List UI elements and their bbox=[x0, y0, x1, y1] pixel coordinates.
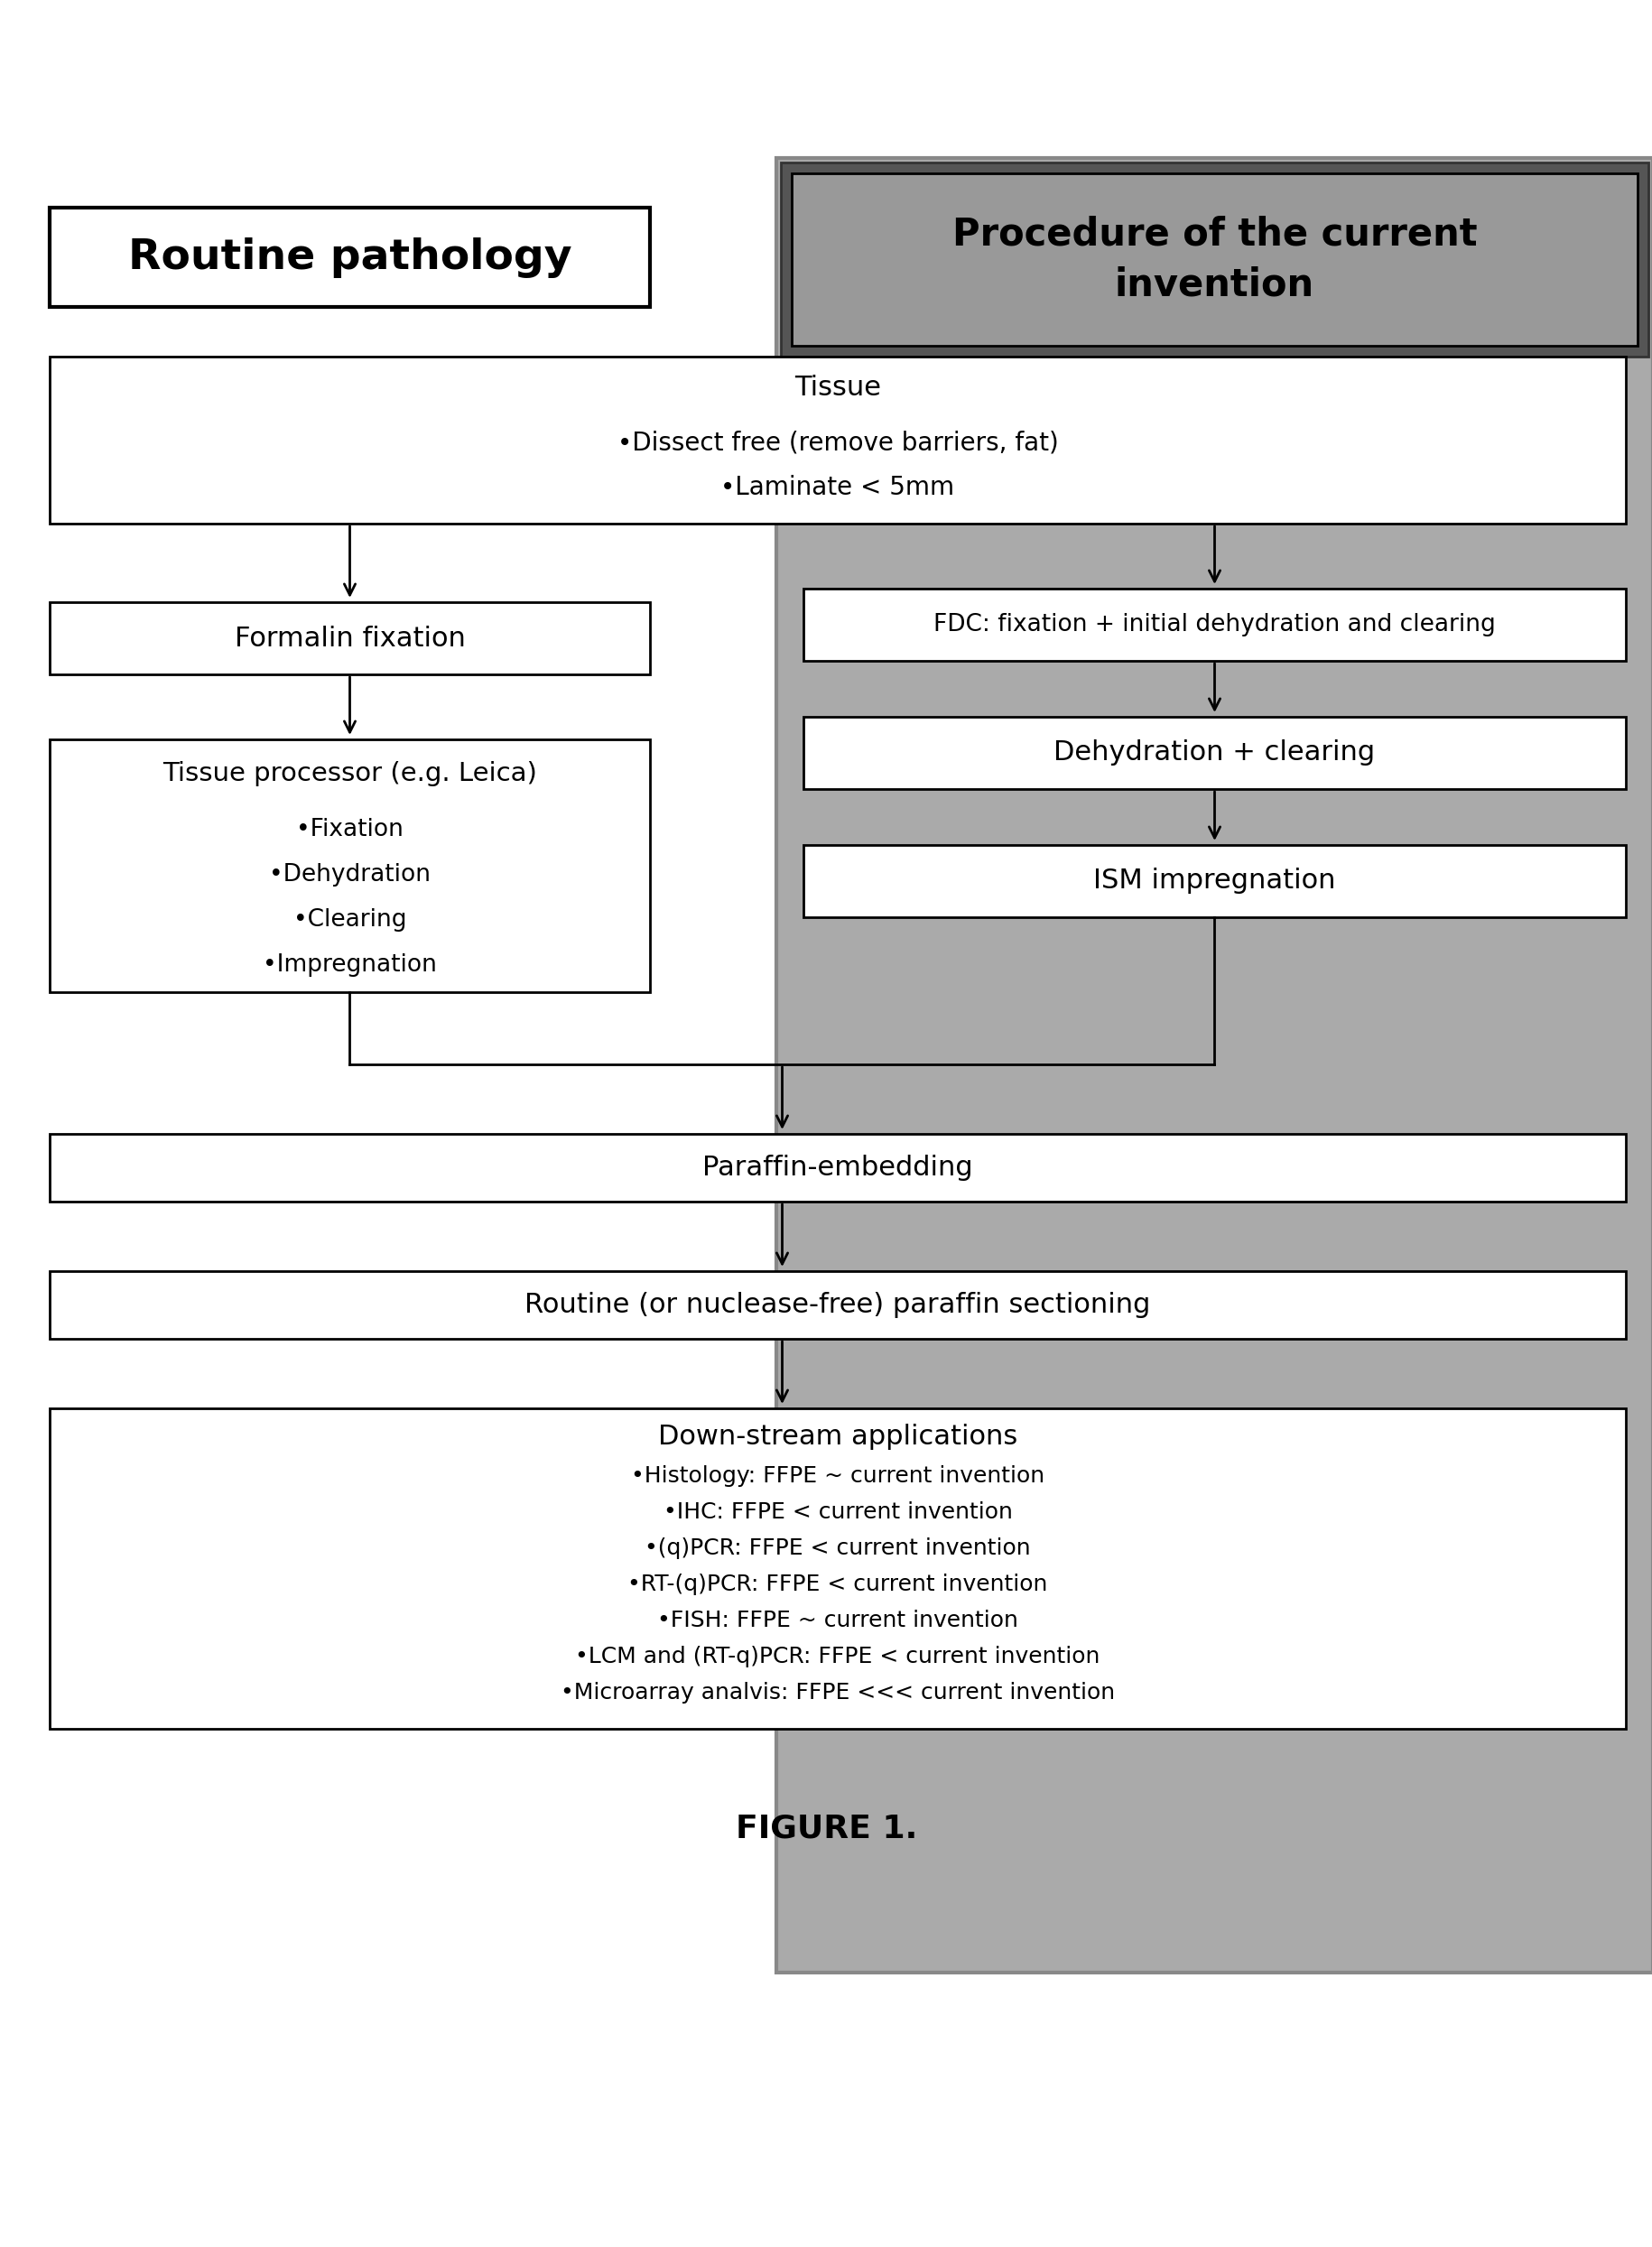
Text: •FISH: FFPE ~ current invention: •FISH: FFPE ~ current invention bbox=[657, 1609, 1018, 1631]
Text: •Microarray analvis: FFPE <<< current invention: •Microarray analvis: FFPE <<< current in… bbox=[560, 1681, 1115, 1703]
Text: •Dehydration: •Dehydration bbox=[269, 863, 431, 888]
FancyBboxPatch shape bbox=[803, 717, 1626, 789]
FancyBboxPatch shape bbox=[50, 1409, 1626, 1728]
Text: Formalin fixation: Formalin fixation bbox=[235, 625, 466, 652]
Text: •Fixation: •Fixation bbox=[296, 818, 403, 840]
Text: •Laminate < 5mm: •Laminate < 5mm bbox=[720, 474, 955, 501]
Text: Dehydration + clearing: Dehydration + clearing bbox=[1054, 739, 1374, 766]
Text: Tissue processor (e.g. Leica): Tissue processor (e.g. Leica) bbox=[162, 762, 537, 786]
FancyBboxPatch shape bbox=[791, 173, 1637, 346]
Text: •Dissect free (remove barriers, fat): •Dissect free (remove barriers, fat) bbox=[616, 429, 1057, 454]
FancyBboxPatch shape bbox=[776, 157, 1652, 1973]
Text: Down-stream applications: Down-stream applications bbox=[657, 1425, 1018, 1449]
FancyBboxPatch shape bbox=[50, 739, 649, 993]
FancyBboxPatch shape bbox=[803, 845, 1626, 917]
Text: •IHC: FFPE < current invention: •IHC: FFPE < current invention bbox=[662, 1501, 1011, 1523]
Text: Paraffin-embedding: Paraffin-embedding bbox=[702, 1155, 973, 1182]
Text: Routine pathology: Routine pathology bbox=[127, 236, 572, 279]
Text: Procedure of the current: Procedure of the current bbox=[952, 216, 1477, 254]
Text: •(q)PCR: FFPE < current invention: •(q)PCR: FFPE < current invention bbox=[644, 1537, 1031, 1559]
FancyBboxPatch shape bbox=[50, 207, 649, 308]
Text: ISM impregnation: ISM impregnation bbox=[1094, 867, 1335, 894]
Text: FIGURE 1.: FIGURE 1. bbox=[735, 1813, 917, 1843]
Text: •LCM and (RT-q)PCR: FFPE < current invention: •LCM and (RT-q)PCR: FFPE < current inven… bbox=[575, 1645, 1100, 1667]
FancyBboxPatch shape bbox=[50, 1135, 1626, 1202]
FancyBboxPatch shape bbox=[803, 589, 1626, 661]
Text: •RT-(q)PCR: FFPE < current invention: •RT-(q)PCR: FFPE < current invention bbox=[628, 1573, 1047, 1595]
Text: •Impregnation: •Impregnation bbox=[263, 953, 436, 977]
Text: FDC: fixation + initial dehydration and clearing: FDC: fixation + initial dehydration and … bbox=[933, 613, 1495, 636]
FancyBboxPatch shape bbox=[50, 357, 1626, 524]
FancyBboxPatch shape bbox=[50, 602, 649, 674]
Text: •Clearing: •Clearing bbox=[292, 908, 406, 933]
Text: invention: invention bbox=[1113, 265, 1313, 303]
FancyBboxPatch shape bbox=[50, 1272, 1626, 1339]
Text: Tissue: Tissue bbox=[795, 375, 881, 402]
Text: Routine (or nuclease-free) paraffin sectioning: Routine (or nuclease-free) paraffin sect… bbox=[524, 1292, 1150, 1319]
Text: •Histology: FFPE ~ current invention: •Histology: FFPE ~ current invention bbox=[631, 1465, 1044, 1488]
FancyBboxPatch shape bbox=[780, 162, 1647, 357]
